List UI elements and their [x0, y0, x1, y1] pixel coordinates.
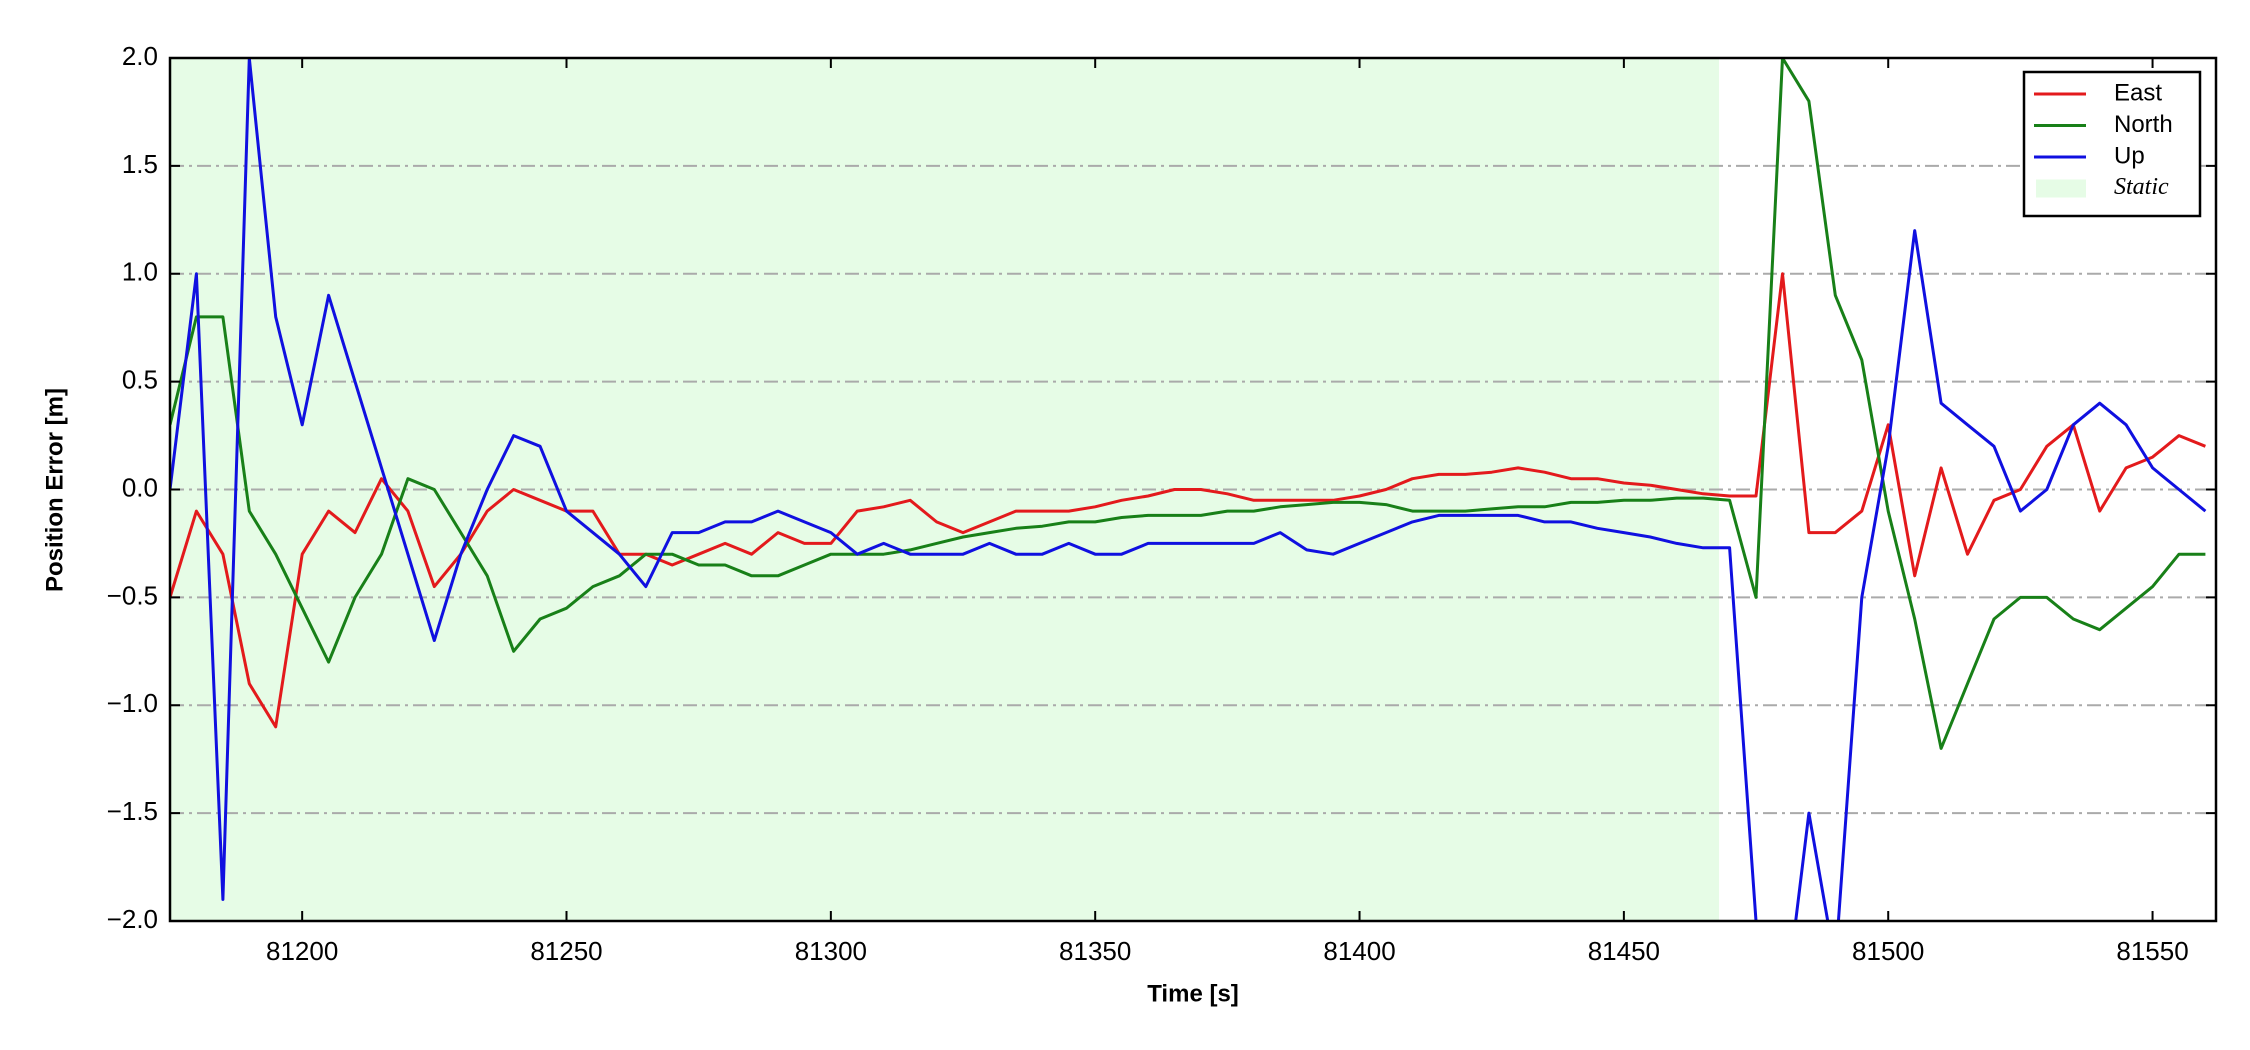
y-tick-label: 2.0 — [122, 41, 158, 71]
x-tick-label: 81300 — [795, 936, 867, 966]
y-tick-label: −2.0 — [107, 904, 158, 934]
y-axis-label: Position Error [m] — [41, 388, 68, 592]
plot-frame — [168, 56, 2218, 923]
legend-swatch — [2036, 179, 2086, 198]
legend-label: North — [2114, 111, 2173, 138]
y-tick-label: 1.0 — [122, 257, 158, 287]
legend-label: Up — [2114, 142, 2145, 169]
y-tick-label: 0.5 — [122, 365, 158, 395]
series-line — [170, 58, 2207, 921]
x-tick-label: 81250 — [530, 936, 602, 966]
x-tick-label: 81550 — [2116, 936, 2188, 966]
legend-label: East — [2114, 79, 2162, 106]
y-tick-label: 0.0 — [122, 472, 158, 502]
x-tick-label: 81450 — [1588, 936, 1660, 966]
x-tick-label: 81500 — [1852, 936, 1924, 966]
x-axis-label: Time [s] — [1147, 980, 1239, 1007]
x-tick-label: 81400 — [1323, 936, 1395, 966]
plot-area — [170, 58, 2216, 921]
legend-label: Static — [2114, 174, 2169, 200]
x-tick-label: 81350 — [1059, 936, 1131, 966]
x-tick-label: 81200 — [266, 936, 338, 966]
y-tick-label: −0.5 — [107, 580, 158, 610]
y-tick-label: −1.0 — [107, 688, 158, 718]
y-tick-label: −1.5 — [107, 796, 158, 826]
series-line — [170, 272, 2206, 729]
y-tick-label: 1.5 — [122, 149, 158, 179]
series-line — [170, 58, 2206, 750]
